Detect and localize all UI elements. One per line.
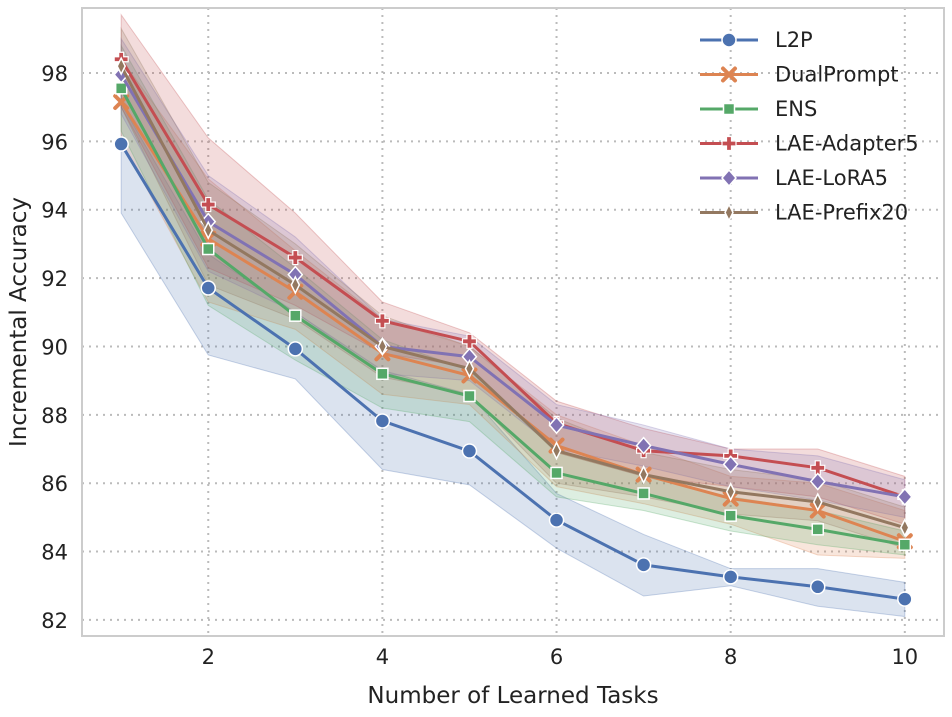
thin-diamond-marker [551,441,562,461]
tick-labels: 82 84 86 88 90 92 94 96 98 2 4 6 8 10 [41,62,918,669]
square-marker [550,466,563,480]
series-lae-prefix20 [116,56,910,538]
confidence-band [120,101,906,618]
thin-diamond-marker [377,336,388,357]
thin-diamond-marker [464,358,475,379]
y-tick-label: 96 [41,130,68,154]
circle-marker [722,569,739,585]
thin-diamond-marker [116,56,127,76]
diamond-marker [548,415,565,435]
legend: L2P DualPrompt ENS LAE-Adapter5 LAE-LoRA5 LAE… [700,28,919,225]
y-axis-label: Incremental Accuracy [6,197,32,447]
square-marker [898,538,912,551]
legend-label: LAE-Adapter5 [775,132,919,156]
x-axis-label: Number of Learned Tasks [367,683,658,709]
circle-marker [721,32,737,48]
confidence-bands [120,13,906,618]
series-ens [114,82,912,551]
x-tick-label: 4 [376,645,389,669]
circle-marker [635,557,652,573]
thin-diamond-marker [638,464,649,485]
square-marker [811,523,824,536]
series-line [119,73,906,499]
square-marker [376,367,389,381]
plus-marker [721,135,737,152]
thin-diamond-marker [725,482,736,502]
circle-marker [897,591,913,607]
thin-diamond-marker [203,220,214,240]
thin-diamond-marker [290,275,301,295]
series-line [119,58,906,499]
diamond-marker [635,436,652,455]
y-tick-label: 98 [41,62,68,86]
circle-marker [113,136,129,152]
diamond-marker [809,472,826,491]
plus-marker [461,333,478,349]
plot-frame [81,7,945,637]
thin-diamond-marker [899,517,910,538]
square-marker [463,389,476,403]
y-tick-label: 86 [41,472,68,496]
square-marker [202,242,215,256]
diamond-marker [896,487,913,507]
series-line [119,65,906,530]
y-tick-label: 84 [41,541,68,565]
plus-marker [810,460,826,476]
legend-label: DualPrompt [775,63,899,87]
y-tick-label: 90 [41,335,68,359]
y-tick-label: 82 [41,609,68,633]
legend-label: LAE-LoRA5 [775,166,888,190]
series-line [119,87,906,547]
series-l2p [113,136,913,607]
circle-marker [287,341,304,357]
square-marker [722,102,736,116]
x-marker [721,66,737,83]
square-marker [637,487,650,500]
x-tick-label: 6 [550,645,563,669]
square-marker [114,82,128,95]
circle-marker [809,579,826,595]
series-line [119,143,906,601]
diamond-marker [722,455,739,474]
legend-label: ENS [775,97,817,121]
y-tick-label: 94 [41,199,68,223]
series-lines [113,51,913,607]
diamond-marker [721,168,737,188]
circle-marker [548,512,565,528]
circle-marker [374,413,391,429]
thin-diamond-marker [812,492,823,512]
circle-marker [461,443,478,459]
thin-diamond-marker [724,202,734,223]
circle-marker [200,280,217,296]
legend-label: LAE-Prefix20 [775,201,908,225]
y-tick-label: 88 [41,404,68,428]
x-tick-label: 2 [202,645,215,669]
plus-marker [200,196,216,213]
square-marker [289,309,302,322]
legend-label: L2P [775,28,813,52]
x-tick-label: 10 [891,645,918,669]
plus-marker [374,313,390,329]
y-tick-label: 92 [41,267,68,291]
plus-marker [287,249,303,266]
square-marker [724,509,737,522]
x-tick-label: 8 [724,645,737,669]
